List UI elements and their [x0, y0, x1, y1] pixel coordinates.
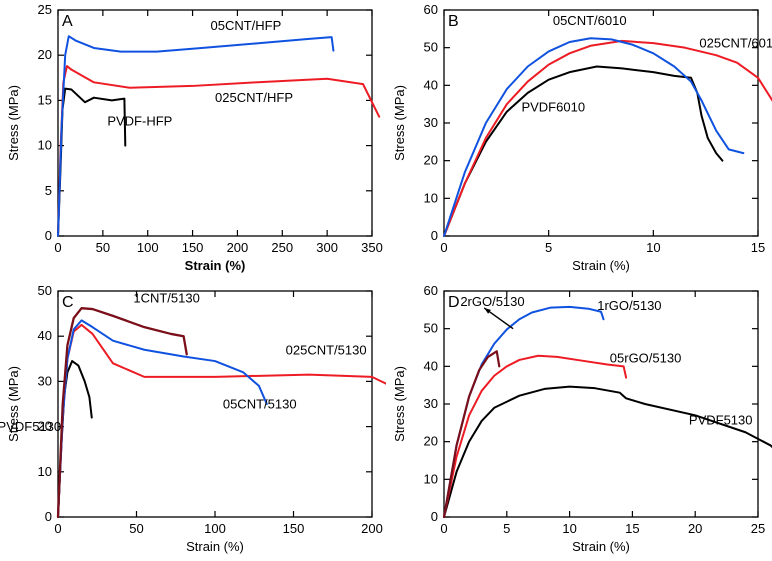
series-05CNT/5130	[58, 320, 267, 517]
series-PVDF-HFP	[58, 89, 125, 236]
ytick-label: 10	[424, 190, 438, 205]
xtick-label: 15	[625, 521, 639, 536]
xtick-label: 100	[204, 521, 226, 536]
xtick-label: 0	[54, 240, 61, 255]
xtick-label: 25	[751, 521, 765, 536]
series-2rGO/5130	[444, 351, 499, 517]
panel-C: 05010015020001020304050Strain (%)Stress …	[0, 281, 386, 561]
ytick-label: 20	[424, 153, 438, 168]
ytick-label: 5	[45, 183, 52, 198]
ytick-label: 50	[424, 40, 438, 55]
ytick-label: 10	[38, 463, 52, 478]
xtick-label: 200	[361, 521, 383, 536]
series-05CNT/HFP	[58, 36, 333, 236]
xtick-label: 10	[562, 521, 576, 536]
ytick-label: 40	[38, 328, 52, 343]
ytick-label: 50	[38, 283, 52, 298]
xtick-label: 5	[503, 521, 510, 536]
series-025CNT/6010	[444, 41, 772, 236]
series-1CNT/5130	[58, 308, 187, 517]
series-label: 025CNT/HFP	[215, 90, 293, 105]
x-axis-label: Strain (%)	[186, 539, 244, 554]
ytick-label: 60	[424, 283, 438, 298]
ytick-label: 15	[38, 92, 52, 107]
series-label: PVDF5130	[689, 412, 753, 427]
x-axis-label: Strain (%)	[572, 258, 630, 273]
ytick-label: 40	[424, 77, 438, 92]
panel-A: 0 50 100 150 200 250 300 350 0 5 10 15 20 25 Strain (%…	[0, 0, 386, 281]
ytick-label: 30	[38, 373, 52, 388]
series-label: 025CNT/6010	[699, 36, 772, 51]
series-label: PVDF5130	[0, 419, 61, 434]
ytick-label: 40	[424, 358, 438, 373]
series-1rGO/5130	[444, 306, 604, 516]
x-axis-label: Strain (%)	[185, 258, 246, 273]
series-PVDF5130	[58, 361, 92, 517]
series-label: 1rGO/5130	[597, 297, 661, 312]
series-label: PVDF6010	[521, 100, 585, 115]
plot-frame	[58, 291, 372, 517]
xtick-label: 5	[545, 240, 552, 255]
series-label: 05rGO/5130	[610, 350, 682, 365]
panel-letter: C	[62, 294, 74, 311]
ytick-label: 10	[38, 138, 52, 153]
ytick-label: 10	[424, 471, 438, 486]
xtick-label: 10	[646, 240, 660, 255]
ytick-label: 0	[45, 509, 52, 524]
panel-letter: B	[448, 13, 459, 30]
series-label: 05CNT/5130	[223, 396, 297, 411]
y-axis-label: Stress (MPa)	[392, 366, 407, 442]
y-axis-label: Stress (MPa)	[392, 85, 407, 161]
panel-letter: D	[448, 294, 460, 311]
ytick-label: 0	[431, 228, 438, 243]
ytick-label: 50	[424, 320, 438, 335]
ytick-label: 20	[38, 47, 52, 62]
series-PVDF5130	[444, 386, 772, 516]
panel-D: 0 5 10 15 20 25 0 10 20 30 40 50 60 Strain (%) Stress …	[386, 281, 772, 561]
xtick-label: 350	[361, 240, 383, 255]
series-label: PVDF-HFP	[107, 114, 172, 129]
ytick-label: 25	[38, 2, 52, 17]
panel-letter: A	[62, 13, 73, 30]
xtick-label: 0	[54, 521, 61, 536]
ytick-label: 0	[45, 228, 52, 243]
series-label: 025CNT/5130	[286, 342, 367, 357]
ytick-label: 0	[431, 509, 438, 524]
xtick-label: 250	[271, 240, 293, 255]
series-label: 1CNT/5130	[133, 290, 199, 305]
x-axis-label: Strain (%)	[572, 539, 630, 554]
ytick-label: 60	[424, 2, 438, 17]
series-label: 05CNT/6010	[553, 13, 627, 28]
ytick-label: 30	[424, 396, 438, 411]
series-PVDF6010	[444, 67, 722, 237]
xtick-label: 20	[688, 521, 702, 536]
plot-frame	[58, 10, 372, 236]
plot-frame	[444, 291, 758, 517]
xtick-label: 0	[440, 240, 447, 255]
series-label: 2rGO/5130	[460, 294, 524, 309]
panel-B: 0 5 10 15 0 10 20 30 40 50 60 Strain (%) Stress (MPa…	[386, 0, 772, 281]
series-label: 05CNT/HFP	[211, 18, 282, 33]
xtick-label: 300	[316, 240, 338, 255]
xtick-label: 0	[440, 521, 447, 536]
y-axis-label: Stress (MPa)	[6, 85, 21, 161]
ytick-label: 30	[424, 115, 438, 130]
xtick-label: 15	[751, 240, 765, 255]
xtick-label: 50	[96, 240, 110, 255]
xtick-label: 200	[227, 240, 249, 255]
xtick-label: 150	[182, 240, 204, 255]
ytick-label: 20	[424, 433, 438, 448]
xtick-label: 150	[283, 521, 305, 536]
xtick-label: 100	[137, 240, 159, 255]
xtick-label: 50	[129, 521, 143, 536]
